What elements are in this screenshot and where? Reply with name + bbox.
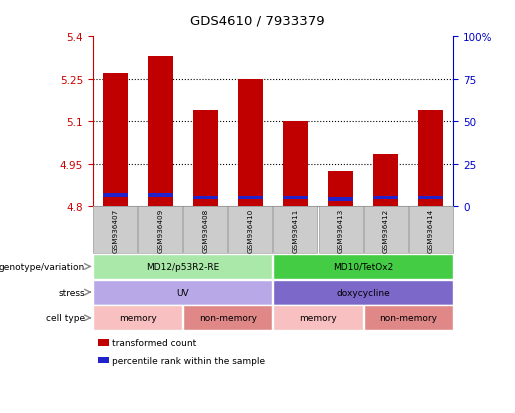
Text: GSM936413: GSM936413	[337, 208, 344, 252]
Text: percentile rank within the sample: percentile rank within the sample	[112, 356, 265, 365]
Bar	[238, 80, 263, 206]
Text: MD10/TetOx2: MD10/TetOx2	[333, 262, 393, 271]
Bar	[373, 154, 398, 206]
Bar	[418, 196, 443, 200]
Bar	[103, 194, 128, 197]
Text: UV: UV	[177, 288, 189, 297]
Text: stress: stress	[58, 288, 85, 297]
Bar	[148, 57, 173, 206]
Bar	[193, 111, 218, 206]
Bar	[193, 196, 218, 200]
Text: genotype/variation: genotype/variation	[0, 262, 85, 271]
Text: GSM936409: GSM936409	[157, 208, 163, 252]
Text: GSM936407: GSM936407	[112, 208, 118, 252]
Text: GSM936412: GSM936412	[383, 208, 389, 252]
Text: GDS4610 / 7933379: GDS4610 / 7933379	[190, 14, 325, 27]
Text: memory: memory	[299, 313, 337, 323]
Text: doxycycline: doxycycline	[336, 288, 390, 297]
Text: non-memory: non-memory	[379, 313, 437, 323]
Text: cell type: cell type	[46, 313, 85, 323]
Bar	[328, 198, 353, 202]
Bar	[283, 122, 308, 206]
Text: memory: memory	[119, 313, 157, 323]
Bar	[418, 111, 443, 206]
Bar	[373, 196, 398, 200]
Text: GSM936414: GSM936414	[427, 208, 434, 252]
Text: GSM936408: GSM936408	[202, 208, 209, 252]
Text: transformed count: transformed count	[112, 338, 197, 347]
Bar	[328, 171, 353, 206]
Text: GSM936410: GSM936410	[247, 208, 253, 252]
Bar	[238, 196, 263, 200]
Bar	[148, 194, 173, 197]
Text: MD12/p53R2-RE: MD12/p53R2-RE	[146, 262, 219, 271]
Bar	[283, 196, 308, 200]
Bar	[103, 74, 128, 206]
Text: non-memory: non-memory	[199, 313, 257, 323]
Text: GSM936411: GSM936411	[293, 208, 299, 252]
